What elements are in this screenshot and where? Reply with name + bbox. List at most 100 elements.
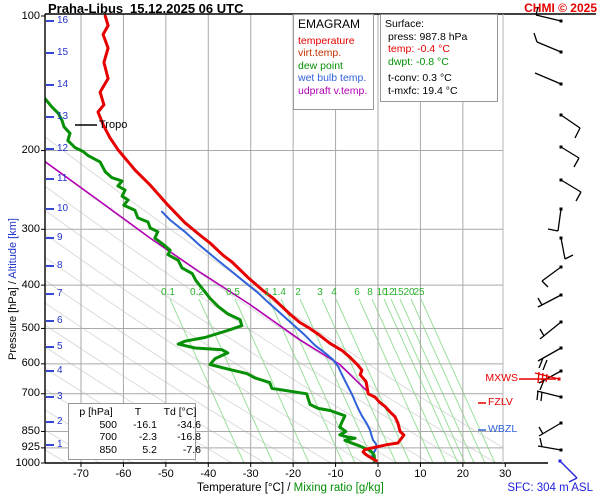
freezing-level-label: FZLV	[488, 396, 513, 408]
copyright-label: CHMI © 2025	[524, 1, 597, 15]
altitude-label-6km: 6	[57, 315, 63, 326]
mixing-ratio-label-20: 20	[403, 287, 415, 298]
altitude-label-16km: 16	[57, 15, 69, 26]
mixing-ratio-line	[399, 298, 475, 463]
curve-wet-bulb-temp-	[161, 210, 378, 462]
surface-value-line: temp: -0.4 °C	[388, 43, 450, 55]
mixing-ratio-line	[198, 298, 274, 463]
surface-panel-title: Surface:	[385, 18, 425, 30]
dry-adiabat-line	[45, 209, 431, 463]
mixing-ratio-label-3: 3	[317, 287, 323, 298]
mixing-ratio-line	[420, 298, 496, 463]
pressure-label-500: 500	[21, 321, 40, 334]
mixing-ratio-line	[335, 298, 411, 463]
mixing-ratio-line	[390, 298, 466, 463]
legend-item-wet-bulb-temp-: wet bulb temp.	[298, 72, 367, 84]
altitude-label-12km: 12	[57, 143, 69, 154]
wind-barb-9km	[559, 236, 574, 260]
mixing-ratio-label-1: 1	[264, 287, 270, 298]
legend-items: temperature virt.temp. dew point wet bulb t…	[298, 35, 369, 98]
station-name: Praha-Libus	[48, 1, 124, 16]
mixing-ratio-line	[371, 298, 447, 463]
wind-barb-3km	[536, 390, 563, 402]
temp-label--50: -50	[157, 468, 174, 480]
dry-adiabat-line	[0, 14, 1, 463]
table-header: Td [°C]	[163, 406, 197, 418]
altitude-label-15km: 15	[57, 47, 69, 58]
mixing-ratio-line	[299, 298, 375, 463]
wet-bulb-zero-label: WBZL	[488, 423, 518, 435]
max-wind-barb	[534, 371, 561, 384]
curve-temperature	[96, 14, 406, 463]
levels-table: p [hPa] T Td [°C] 500 -16.1 -34.6 700 -2.3 -16.8…	[75, 406, 201, 456]
mixing-ratio-line	[410, 298, 486, 463]
temp-label--60: -60	[115, 468, 132, 480]
mixing-ratio-line	[234, 298, 310, 463]
temp-label-30: 30	[499, 468, 512, 480]
surface-panel-lines: press: 987.8 hPa temp: -0.4 °C dwpt: -0.8 …	[385, 31, 493, 98]
mixing-ratio-line	[383, 298, 459, 463]
altitude-label-9km: 9	[57, 232, 63, 243]
tropopause-label: Tropo	[99, 119, 128, 131]
altitude-label-11km: 11	[57, 173, 68, 184]
wind-barb-16km	[535, 6, 563, 23]
dry-adiabat-line	[45, 279, 332, 463]
mixing-ratio-line	[321, 298, 397, 463]
table-cell: -7.6	[182, 443, 201, 456]
pressure-label-100: 100	[21, 9, 40, 22]
wind-barb-10km	[547, 207, 563, 232]
wind-barb-13km	[559, 113, 581, 139]
temp-label--10: -10	[327, 468, 344, 480]
pressure-label-200: 200	[21, 144, 40, 157]
wind-barb-8km	[541, 265, 563, 288]
altitude-label-4km: 4	[57, 365, 63, 376]
table-cell: -16.8	[177, 431, 201, 444]
mixing-ratio-label-4: 4	[331, 287, 337, 298]
wind-barb-12km	[559, 145, 580, 168]
pressure-label-400: 400	[21, 278, 40, 291]
surface-wind-barb	[558, 459, 578, 483]
table-cell: 850	[99, 443, 117, 456]
mixing-ratio-label-6: 6	[354, 287, 360, 298]
temp-label-20: 20	[456, 468, 469, 480]
surface-elevation-label: SFC: 304 m ASL	[507, 482, 593, 494]
wind-barb-7km	[537, 293, 563, 308]
surface-panel: Surface: press: 987.8 hPa temp: -0.4 °C dw…	[380, 14, 498, 102]
altitude-label-1km: 1	[57, 439, 63, 450]
altitude-label-5km: 5	[57, 341, 63, 352]
legend-item-udpraft-v-temp-: udpraft v.temp.	[298, 84, 368, 97]
wind-barb-5km	[537, 346, 563, 371]
legend-item-virt-temp-: virt.temp.	[298, 47, 342, 59]
mixing-ratio-label-15: 15	[392, 287, 404, 298]
temp-label-0: 0	[374, 468, 382, 480]
temp-label--70: -70	[73, 468, 89, 480]
wind-barb-1km	[537, 437, 563, 452]
mixing-ratio-label-10: 10	[376, 287, 388, 298]
curve-dew-point	[45, 97, 377, 463]
wind-barb-2km	[538, 421, 563, 437]
altitude-label-7km: 7	[57, 288, 63, 299]
mixing-ratio-label-25: 25	[413, 287, 425, 298]
table-cell: 500	[99, 418, 117, 431]
wind-barb-15km	[533, 32, 563, 54]
legend-item-temperature: temperature	[298, 34, 355, 47]
mixing-ratio-label-2: 2	[295, 287, 301, 298]
mixing-ratio-label-8: 8	[367, 287, 373, 298]
surface-value-line: dwpt: -0.8 °C	[388, 55, 449, 68]
pressure-label-925: 925	[21, 441, 40, 454]
temp-label-10: 10	[414, 468, 427, 480]
table-cell: -2.3	[138, 431, 157, 444]
table-header: T	[134, 406, 142, 418]
altitude-label-2km: 2	[57, 416, 63, 427]
altitude-label-10km: 10	[57, 203, 69, 214]
wind-barb-6km	[539, 320, 563, 340]
surface-value-line: t-conv: 0.3 °C	[388, 72, 452, 84]
pressure-label-850: 850	[21, 424, 40, 437]
table-cell: 5.2	[142, 443, 157, 456]
dry-adiabat-line	[45, 136, 503, 449]
dry-adiabat-line	[45, 233, 398, 463]
legend-item-dew-point: dew point	[298, 59, 343, 72]
sounding-datetime: 15.12.2025 06 UTC	[130, 1, 244, 16]
temp-label--40: -40	[200, 468, 217, 480]
mixing-ratio-label-0.2: 0.2	[190, 287, 204, 298]
